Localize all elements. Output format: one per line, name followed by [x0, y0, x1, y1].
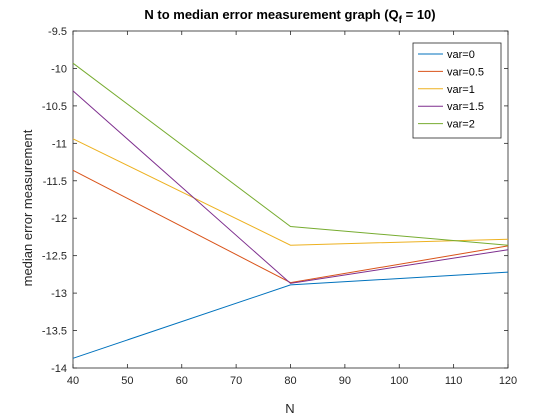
y-tick-label: -9.5: [48, 26, 67, 38]
y-tick-label: -14: [51, 363, 67, 375]
x-tick-label: 70: [230, 375, 242, 387]
y-tick-label: -10.5: [42, 101, 67, 113]
chart-title-subscript: f: [399, 15, 403, 26]
y-tick-label: -13.5: [42, 326, 67, 338]
x-tick-label: 50: [121, 375, 133, 387]
y-axis-ticks: -14 -13.5 -13 -12.5 -12 -11.5 -11 -10.5 -10 -9.5: [42, 26, 508, 375]
legend-label: var=0: [447, 49, 475, 61]
x-tick-label: 90: [339, 375, 351, 387]
legend-label: var=2: [447, 119, 475, 131]
series-line-var-0: [72, 271, 509, 359]
x-tick-label: 120: [499, 375, 517, 387]
y-tick-label: -10: [51, 63, 67, 75]
y-tick-label: -12: [51, 213, 67, 225]
x-axis-label: N: [285, 401, 294, 416]
y-tick-label: -11.5: [43, 176, 67, 188]
x-tick-label: 110: [445, 375, 463, 387]
series-lines: [72, 62, 509, 359]
series-line-var-2: [72, 62, 509, 246]
series-line-var-1-5: [72, 90, 509, 284]
x-tick-label: 40: [67, 375, 79, 387]
x-axis-ticks: 40 50 60 70 80 90 100 110 120: [67, 31, 517, 387]
legend-box: [412, 42, 502, 139]
series-line-var-0-5: [72, 169, 509, 284]
y-axis-label: median error measurement: [20, 129, 35, 286]
series-line-var-1: [72, 138, 509, 246]
x-tick-label: 80: [284, 375, 296, 387]
y-tick-label: -11: [52, 138, 67, 150]
y-tick-label: -13: [51, 288, 67, 300]
legend-label: var=1.5: [447, 101, 484, 113]
chart-title: N to median error measurement graph (Qf …: [144, 7, 435, 26]
x-tick-label: 60: [176, 375, 188, 387]
legend-label: var=0.5: [447, 66, 484, 78]
chart-title-tail: = 10): [402, 7, 436, 22]
chart-title-main: N to median error measurement graph (Q: [144, 7, 398, 22]
x-tick-label: 100: [390, 375, 408, 387]
y-tick-label: -12.5: [42, 251, 67, 263]
legend-label: var=1: [447, 84, 475, 96]
legend: var=0 var=0.5 var=1 var=1.5 var=2: [412, 42, 502, 139]
